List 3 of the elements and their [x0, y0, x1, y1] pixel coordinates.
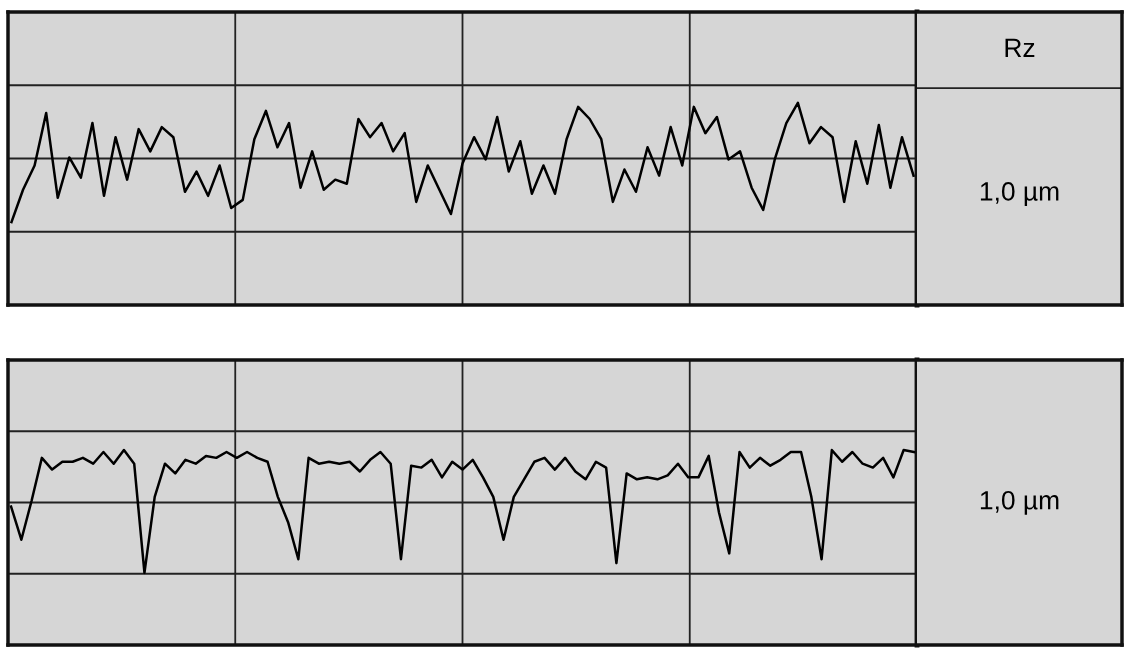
- text: 1,0 µm: [980, 182, 1059, 206]
- text: 1,0 µm: [980, 490, 1059, 515]
- text: Rz: [1005, 38, 1035, 57]
